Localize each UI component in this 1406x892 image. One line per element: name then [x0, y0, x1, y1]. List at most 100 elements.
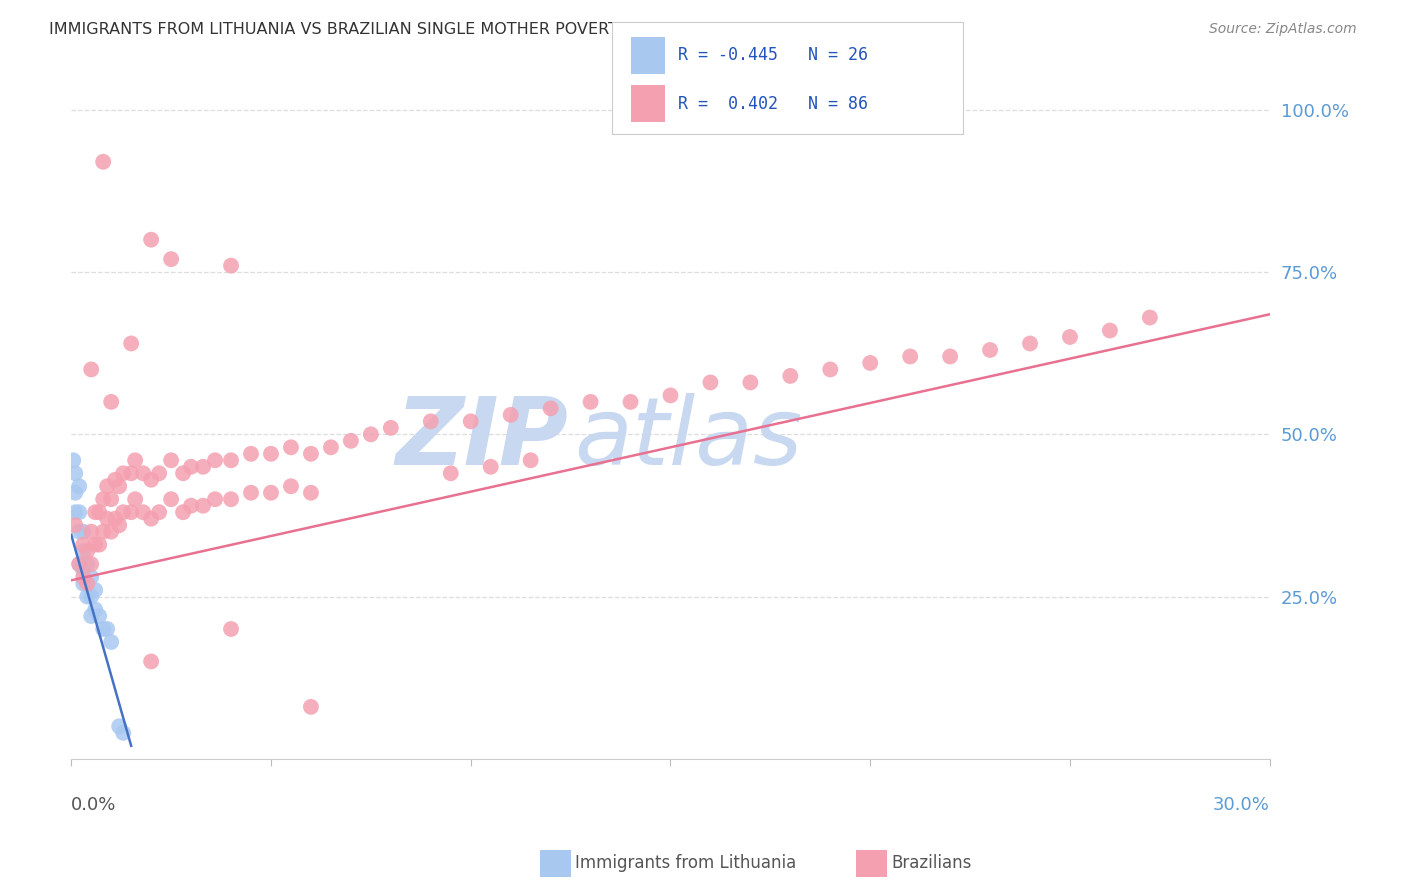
Point — [62, 453, 84, 467]
Text: Immigrants from Lithuania: Immigrants from Lithuania — [575, 855, 796, 872]
Point — [65, 485, 87, 500]
Point — [76, 576, 98, 591]
Point — [659, 388, 682, 402]
Point — [280, 440, 302, 454]
Text: 30.0%: 30.0% — [1213, 797, 1270, 814]
Point — [72, 570, 94, 584]
Point — [91, 492, 114, 507]
Point — [112, 505, 135, 519]
Point — [499, 408, 522, 422]
Point — [65, 467, 87, 481]
Point — [80, 590, 103, 604]
Point — [80, 609, 103, 624]
Point — [72, 564, 94, 578]
Point — [519, 453, 541, 467]
Point — [84, 602, 107, 616]
Point — [299, 447, 322, 461]
Point — [360, 427, 382, 442]
Point — [1098, 324, 1121, 338]
Point — [148, 467, 170, 481]
Point — [84, 505, 107, 519]
Point — [740, 376, 762, 390]
Point — [172, 467, 194, 481]
Point — [67, 479, 90, 493]
Point — [479, 459, 502, 474]
Point — [91, 154, 114, 169]
Point — [820, 362, 842, 376]
Point — [172, 505, 194, 519]
Point — [108, 518, 131, 533]
Point — [340, 434, 363, 448]
Point — [96, 511, 118, 525]
Point — [299, 699, 322, 714]
Point — [108, 719, 131, 733]
Point — [979, 343, 1001, 357]
Point — [67, 505, 90, 519]
Point — [139, 511, 162, 525]
Point — [67, 557, 90, 571]
Point — [204, 453, 226, 467]
Point — [260, 485, 283, 500]
Point — [139, 233, 162, 247]
Point — [120, 467, 142, 481]
Point — [219, 453, 242, 467]
Point — [240, 485, 263, 500]
Point — [219, 622, 242, 636]
Point — [240, 447, 263, 461]
Point — [299, 485, 322, 500]
Point — [91, 524, 114, 539]
Point — [219, 492, 242, 507]
Point — [89, 538, 111, 552]
Point — [80, 524, 103, 539]
Point — [89, 609, 111, 624]
Point — [96, 479, 118, 493]
Point — [779, 368, 801, 383]
Point — [80, 362, 103, 376]
Point — [76, 590, 98, 604]
Point — [460, 414, 482, 428]
Point — [76, 557, 98, 571]
Point — [180, 499, 202, 513]
Point — [112, 726, 135, 740]
Point — [104, 511, 127, 525]
Point — [96, 622, 118, 636]
Point — [1019, 336, 1042, 351]
Point — [72, 576, 94, 591]
Point — [80, 570, 103, 584]
Point — [191, 459, 214, 474]
Point — [139, 655, 162, 669]
Point — [579, 395, 602, 409]
Point — [219, 259, 242, 273]
Point — [148, 505, 170, 519]
Text: atlas: atlas — [575, 393, 803, 484]
Point — [939, 350, 962, 364]
Point — [160, 453, 183, 467]
Point — [84, 538, 107, 552]
Point — [65, 505, 87, 519]
Point — [112, 467, 135, 481]
Point — [100, 395, 122, 409]
Point — [120, 336, 142, 351]
Point — [319, 440, 342, 454]
Point — [419, 414, 441, 428]
Point — [65, 518, 87, 533]
Point — [191, 499, 214, 513]
Text: ZIP: ZIP — [395, 392, 568, 484]
Text: IMMIGRANTS FROM LITHUANIA VS BRAZILIAN SINGLE MOTHER POVERTY CORRELATION CHART: IMMIGRANTS FROM LITHUANIA VS BRAZILIAN S… — [49, 22, 807, 37]
Point — [100, 492, 122, 507]
Point — [89, 505, 111, 519]
Point — [180, 459, 202, 474]
Point — [91, 622, 114, 636]
Point — [80, 557, 103, 571]
Point — [859, 356, 882, 370]
Point — [260, 447, 283, 461]
Text: Source: ZipAtlas.com: Source: ZipAtlas.com — [1209, 22, 1357, 37]
Point — [124, 492, 146, 507]
Point — [160, 492, 183, 507]
Point — [120, 505, 142, 519]
Point — [132, 505, 155, 519]
Point — [540, 401, 562, 416]
Point — [76, 544, 98, 558]
Point — [72, 538, 94, 552]
Point — [619, 395, 641, 409]
